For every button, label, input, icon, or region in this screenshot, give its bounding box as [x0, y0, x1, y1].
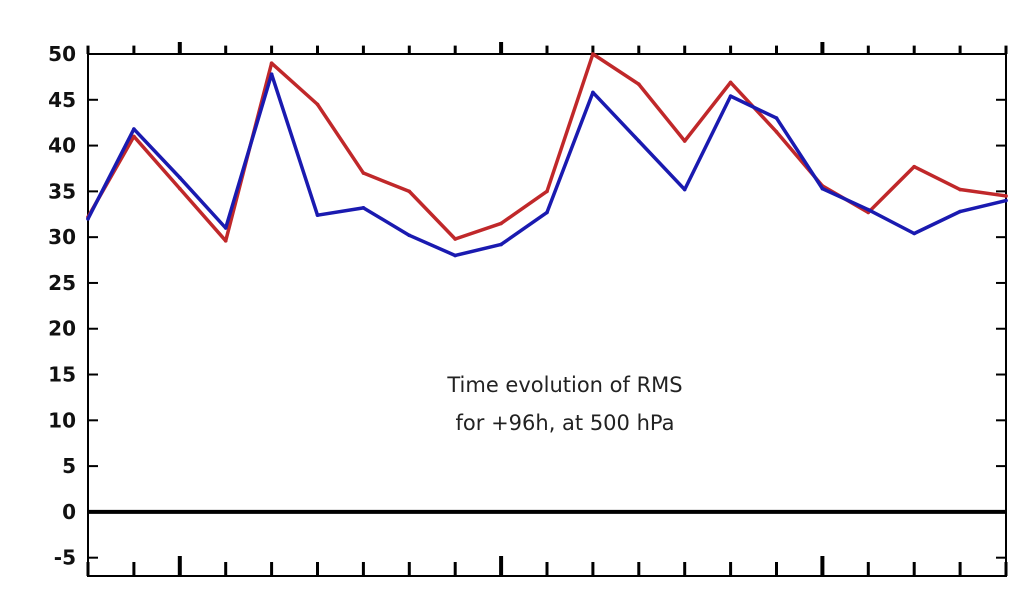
y-tick-label: 45	[48, 88, 76, 112]
annotation-line-1: Time evolution of RMS	[446, 373, 682, 397]
series-1-point	[132, 134, 136, 139]
y-tick-label: 0	[62, 500, 76, 524]
series-2-point	[223, 226, 228, 230]
series-2-point	[866, 207, 871, 212]
series-1-point	[1004, 194, 1008, 198]
y-tick-label: 40	[48, 134, 76, 158]
y-tick-label: -5	[54, 546, 76, 570]
y-tick-label: 35	[48, 179, 76, 203]
series-2-point	[728, 94, 733, 98]
series-2-point	[315, 213, 320, 217]
series-1-point	[269, 61, 274, 65]
series-1-point	[591, 52, 595, 56]
y-axis: -5 0 5 10 15 20 25 30 35 40 45 50	[48, 42, 1006, 570]
y-tick-label: 10	[48, 408, 76, 432]
series-1-point	[361, 171, 366, 175]
series-2-point	[499, 242, 503, 247]
y-tick-label: 50	[48, 42, 76, 66]
series-1-point	[912, 164, 916, 169]
series-2-point	[361, 206, 366, 210]
series-1-point	[499, 221, 503, 226]
series-1-point	[407, 189, 412, 194]
series-1-point	[958, 187, 962, 192]
series-2-point	[774, 116, 779, 120]
y-tick-label: 15	[48, 363, 76, 387]
series-2-point	[637, 139, 641, 143]
y-tick-label: 30	[48, 225, 76, 249]
series-1-point	[453, 237, 458, 241]
series-1-point	[682, 139, 687, 143]
series-2-point	[912, 231, 916, 236]
series-1-point	[728, 80, 733, 85]
series-2-point	[453, 253, 458, 258]
series-layer	[86, 52, 1008, 258]
series-2-point	[269, 72, 274, 76]
series-2-point	[591, 90, 595, 95]
annotation-line-2: for +96h, at 500 hPa	[456, 411, 675, 435]
series-2-point	[407, 233, 412, 238]
series-1-point	[774, 130, 779, 134]
y-tick-label: 5	[62, 454, 76, 478]
series-1-point	[178, 186, 182, 191]
series-2-point	[86, 217, 90, 221]
series-2-point	[545, 210, 549, 215]
plot-frame	[87, 53, 1007, 577]
y-tick-label: 20	[48, 317, 76, 341]
series-2-point	[1004, 198, 1008, 203]
series-2-point	[682, 187, 687, 192]
series-2-point	[958, 209, 962, 214]
plot-border	[87, 53, 1007, 577]
y-tick-label: 25	[48, 271, 76, 295]
series-2-point	[178, 175, 182, 180]
series-2-point	[820, 186, 825, 191]
series-1-point	[315, 102, 320, 107]
x-axis	[86, 42, 1008, 576]
series-1-point	[223, 239, 228, 243]
series-2-point	[132, 127, 136, 131]
series-1-point	[637, 82, 641, 87]
series-1-point	[545, 189, 549, 194]
